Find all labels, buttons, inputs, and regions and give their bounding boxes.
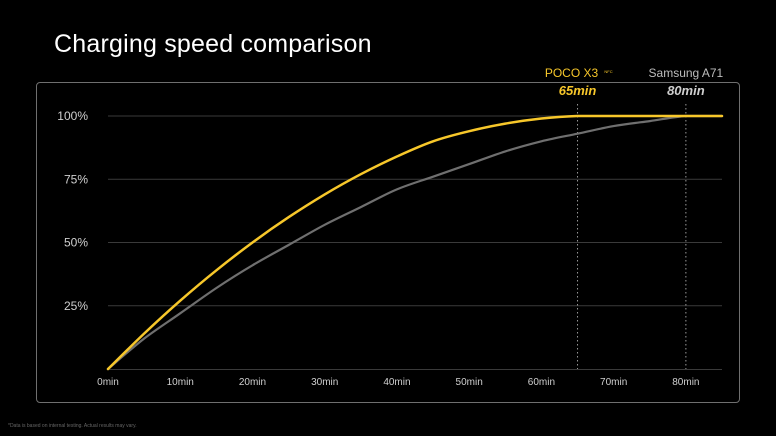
grid-lines (108, 115, 722, 370)
x-tick-label: 30min (311, 377, 338, 388)
finish-markers (577, 104, 687, 369)
series-name-samsung: Samsung A71 (649, 66, 724, 80)
samsung-series-line (106, 114, 724, 371)
x-tick-label: 0min (97, 377, 119, 388)
x-tick-label: 70min (600, 377, 627, 388)
x-axis-labels: 0min 10min 20min 30min 40min 50min 60min 70min 8… (97, 377, 699, 388)
x-tick-label: 40min (383, 377, 410, 388)
footnote: *Data is based on internal testing. Actu… (8, 423, 137, 429)
y-tick-label: 100% (57, 109, 88, 123)
page-title: Charging speed comparison (54, 30, 372, 58)
y-axis-labels: 25% 50% 75% 100% (57, 109, 88, 313)
y-tick-label: 50% (64, 236, 88, 250)
x-tick-label: 50min (456, 377, 483, 388)
x-tick-label: 80min (672, 377, 699, 388)
y-tick-label: 25% (64, 299, 88, 313)
x-tick-label: 10min (167, 377, 194, 388)
y-tick-label: 75% (64, 172, 88, 186)
series-badge: NFC (604, 69, 612, 74)
x-tick-label: 60min (528, 377, 555, 388)
series-time-poco: 65min (559, 83, 597, 98)
series-name-poco: POCO X3 (545, 66, 599, 80)
series-lines (106, 114, 724, 371)
poco-series-line (106, 114, 724, 371)
chart-panel (36, 82, 740, 403)
series-callouts: POCO X3 NFC 65min Samsung A71 80min (545, 66, 724, 98)
series-time-samsung: 80min (667, 83, 705, 98)
x-tick-label: 20min (239, 377, 266, 388)
